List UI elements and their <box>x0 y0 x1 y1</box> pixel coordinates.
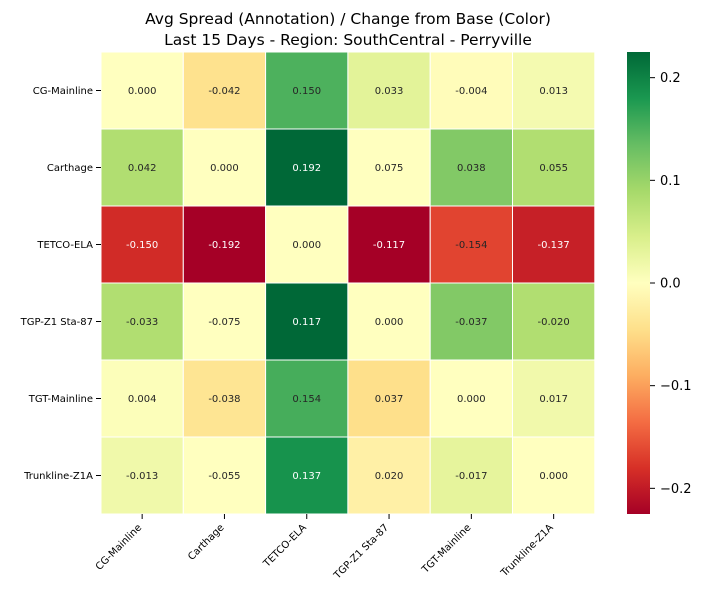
colorbar-tick-label: 0.2 <box>660 71 681 86</box>
heatmap-cell <box>512 359 596 438</box>
heatmap-cell <box>512 282 596 361</box>
colorbar <box>627 52 650 514</box>
colorbar-tick-label: 0.1 <box>660 174 681 189</box>
colorbar-tick-label: 0.0 <box>660 277 681 292</box>
heatmap-cell <box>182 128 267 207</box>
cell-annotation: 0.055 <box>539 163 568 174</box>
cell-annotation: 0.154 <box>292 394 321 405</box>
heatmap-cell <box>100 436 184 515</box>
cell-annotation: 0.033 <box>375 86 404 97</box>
cell-annotation: 0.037 <box>375 394 404 405</box>
y-tick-label: TETCO-ELA <box>36 240 93 251</box>
heatmap-cell <box>347 128 431 207</box>
y-tick-label: CG-Mainline <box>33 86 93 97</box>
x-tick-label: TGP-Z1 Sta-87 <box>331 522 391 582</box>
cell-annotation: -0.042 <box>208 86 240 97</box>
heatmap-cell <box>100 51 184 130</box>
heatmap-cell <box>182 51 267 130</box>
colorbar-gradient <box>627 52 650 514</box>
y-tick-label: Trunkline-Z1A <box>23 471 93 482</box>
cell-annotation: 0.150 <box>292 86 321 97</box>
heatmap-cell <box>429 205 514 284</box>
cell-annotation: 0.137 <box>292 471 321 482</box>
cell-annotations: 0.000 -0.042 0.150 0.033 -0.004 0.013 0.042 0.0… <box>126 86 570 482</box>
y-axis-ticks: CG-Mainline Carthage TETCO-ELA TGP-Z1 Sta-8… <box>20 86 101 482</box>
heatmap-cell <box>429 436 514 515</box>
cell-annotation: -0.055 <box>208 471 240 482</box>
heatmap-cell <box>265 282 349 361</box>
heatmap-cell <box>347 359 431 438</box>
cell-annotation: 0.020 <box>375 471 404 482</box>
colorbar-tick-label: −0.2 <box>660 482 692 497</box>
cell-annotation: -0.013 <box>126 471 158 482</box>
heatmap-cell <box>100 282 184 361</box>
cell-annotation: -0.192 <box>208 240 240 251</box>
x-tick-label: CG-Mainline <box>94 522 144 572</box>
heatmap-cell <box>429 359 514 438</box>
cell-annotation: -0.017 <box>455 471 487 482</box>
cell-annotation: 0.117 <box>292 317 321 328</box>
cell-annotation: -0.150 <box>126 240 158 251</box>
cell-annotation: 0.000 <box>375 317 404 328</box>
x-tick-label: TGT-Mainline <box>420 522 474 576</box>
cell-annotation: 0.013 <box>539 86 568 97</box>
heatmap-cell <box>429 51 514 130</box>
heatmap-cell <box>265 51 349 130</box>
heatmap-cell <box>512 205 596 284</box>
cell-annotation: 0.000 <box>539 471 568 482</box>
y-tick-label: TGT-Mainline <box>28 394 93 405</box>
heatmap-cell <box>265 359 349 438</box>
cell-annotation: 0.000 <box>292 240 321 251</box>
cell-annotation: 0.000 <box>210 163 239 174</box>
chart-title-line-1: Avg Spread (Annotation) / Change from Ba… <box>145 10 551 28</box>
colorbar-ticks: 0.2 0.1 0.0 −0.1 −0.2 <box>650 71 692 497</box>
x-tick-label: Trunkline-Z1A <box>499 522 556 579</box>
cell-annotation: 0.075 <box>375 163 404 174</box>
cell-annotation: 0.192 <box>292 163 321 174</box>
heatmap-cell <box>347 282 431 361</box>
x-tick-label: TETCO-ELA <box>261 522 309 570</box>
cell-annotation: 0.004 <box>128 394 157 405</box>
cell-annotation: -0.137 <box>538 240 570 251</box>
heatmap-cell <box>347 51 431 130</box>
heatmap-cell <box>429 282 514 361</box>
heatmap-cell <box>182 205 267 284</box>
cell-annotation: 0.038 <box>457 163 486 174</box>
heatmap-cell <box>182 282 267 361</box>
cell-annotation: 0.017 <box>539 394 568 405</box>
heatmap-cell <box>347 205 431 284</box>
cell-annotation: -0.038 <box>208 394 240 405</box>
heatmap-cell <box>100 359 184 438</box>
heatmap-cell <box>512 51 596 130</box>
cell-annotation: 0.000 <box>457 394 486 405</box>
heatmap-cell <box>100 205 184 284</box>
cell-annotation: -0.075 <box>208 317 240 328</box>
x-axis-ticks: CG-Mainline Carthage TETCO-ELA TGP-Z1 Sta-8… <box>94 514 556 582</box>
cell-annotation: 0.000 <box>128 86 157 97</box>
heatmap-cell <box>512 436 596 515</box>
heatmap-cell <box>512 128 596 207</box>
colorbar-tick-label: −0.1 <box>660 379 692 394</box>
y-tick-label: Carthage <box>47 163 93 174</box>
chart-title-line-2: Last 15 Days - Region: SouthCentral - Pe… <box>164 31 532 49</box>
cell-annotation: -0.033 <box>126 317 158 328</box>
x-tick-label: Carthage <box>186 522 226 562</box>
heatmap-cells <box>100 51 596 515</box>
cell-annotation: -0.020 <box>538 317 570 328</box>
cell-annotation: 0.042 <box>128 163 157 174</box>
y-tick-label: TGP-Z1 Sta-87 <box>20 317 93 328</box>
cell-annotation: -0.154 <box>455 240 487 251</box>
cell-annotation: -0.037 <box>455 317 487 328</box>
cell-annotation: -0.117 <box>373 240 405 251</box>
cell-annotation: -0.004 <box>455 86 487 97</box>
